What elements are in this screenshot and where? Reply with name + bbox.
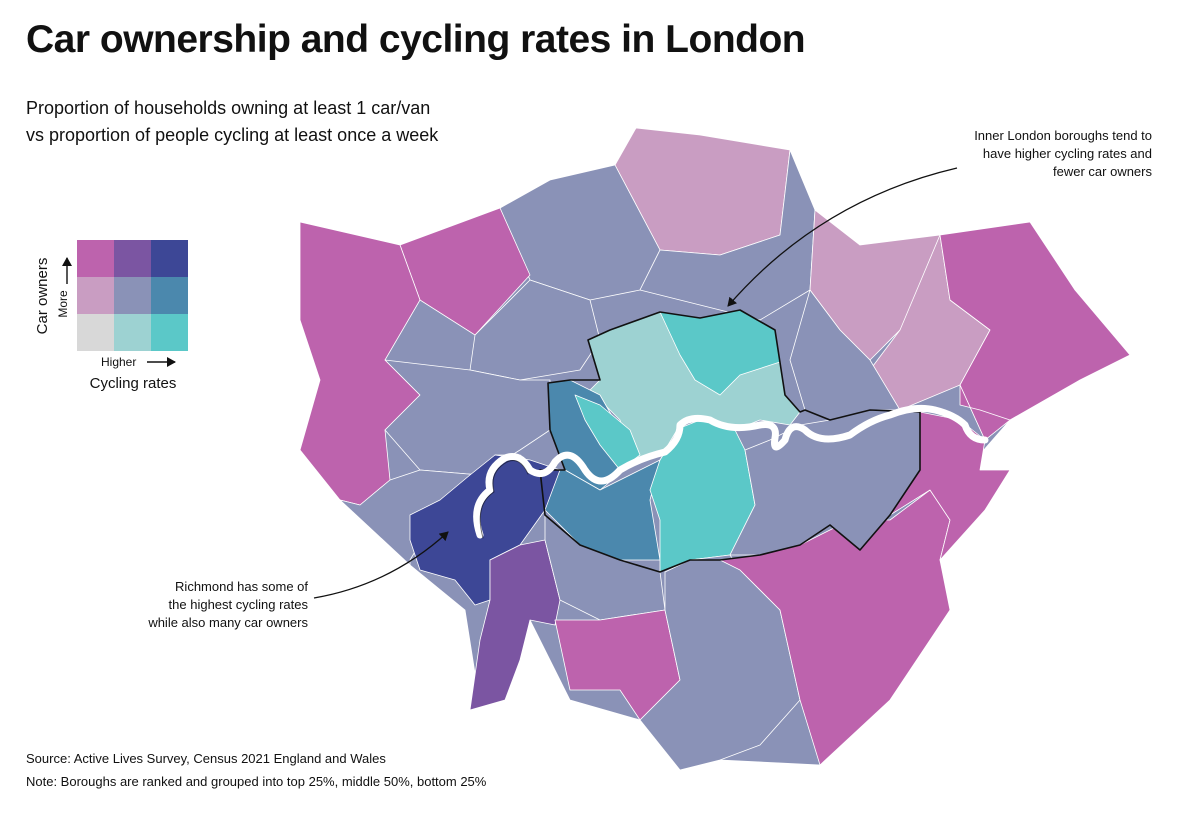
legend-cell-r2-c2	[151, 314, 188, 351]
river-thames	[473, 404, 989, 539]
ranking-note: Note: Boroughs are ranked and grouped in…	[26, 774, 487, 789]
annotation-inner-london: Inner London boroughs tend to have highe…	[974, 127, 1152, 181]
legend-cell-r2-c0	[77, 314, 114, 351]
source-note: Source: Active Lives Survey, Census 2021…	[26, 751, 386, 766]
region-barking-dagenham	[959, 384, 1011, 441]
annotation-richmond-line-3: while also many car owners	[148, 615, 308, 630]
legend-y-label: Car owners	[34, 258, 51, 335]
legend-cell-r0-c0	[77, 240, 114, 277]
legend-y-direction: More	[56, 290, 70, 318]
inner-london-outline	[539, 309, 921, 573]
region-ealing	[384, 359, 551, 476]
annotation-inner-london-line-2: have higher cycling rates and	[982, 146, 1152, 161]
legend-cell-r1-c2	[151, 277, 188, 314]
legend-cell-r0-c2	[151, 240, 188, 277]
river-thames-outline	[479, 460, 529, 539]
annotation-richmond-line-2: the highest cycling rates	[168, 597, 308, 612]
chart-subtitle: Proportion of households owning at least…	[26, 95, 438, 149]
subtitle-line-2: vs proportion of people cycling at least…	[26, 125, 439, 145]
region-kingston	[469, 539, 561, 711]
legend-x-label: Cycling rates	[90, 375, 177, 392]
legend-cell-r2-c1	[114, 314, 151, 351]
subtitle-line-1: Proportion of households owning at least…	[26, 98, 431, 118]
annotation-inner-london-line-3: fewer car owners	[1053, 164, 1152, 179]
annotation-richmond: Richmond has some of the highest cycling…	[148, 578, 308, 632]
bivariate-legend	[77, 240, 188, 351]
inner-london-arrow	[727, 167, 958, 307]
legend-cell-r1-c1	[114, 277, 151, 314]
annotation-inner-london-line-1: Inner London boroughs tend to	[974, 128, 1152, 143]
richmond-arrow	[313, 531, 449, 599]
annotation-richmond-line-1: Richmond has some of	[175, 579, 308, 594]
legend-x-direction: Higher	[101, 355, 136, 369]
legend-cell-r0-c1	[114, 240, 151, 277]
legend-cell-r1-c0	[77, 277, 114, 314]
chart-title: Car ownership and cycling rates in Londo…	[26, 18, 806, 61]
